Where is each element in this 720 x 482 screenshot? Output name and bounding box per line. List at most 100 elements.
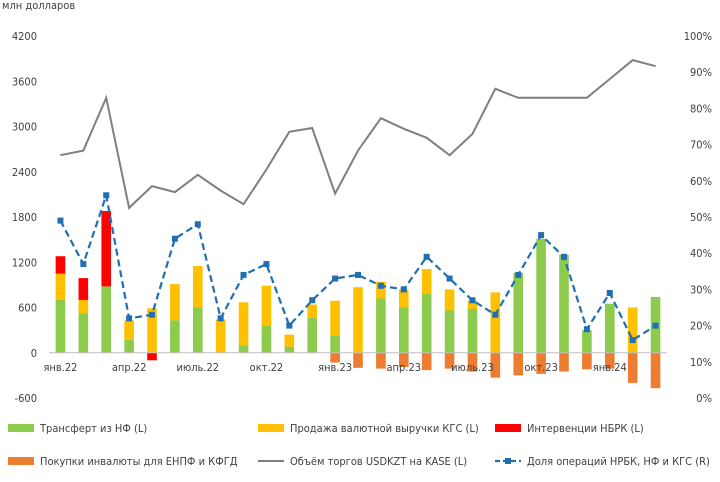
share-marker <box>194 221 201 228</box>
bar-segment <box>124 320 134 340</box>
bar-series-layer <box>55 210 661 389</box>
bar-segment <box>284 346 295 353</box>
bar-segment <box>513 352 524 376</box>
share-marker <box>446 275 453 282</box>
bar-segment <box>124 339 134 353</box>
share-marker <box>80 261 87 268</box>
bar-segment <box>376 281 386 299</box>
share-marker <box>400 286 407 293</box>
bar-segment <box>192 307 203 353</box>
share-marker <box>286 322 293 329</box>
bar-segment <box>307 304 318 319</box>
bar-segment <box>238 302 249 346</box>
share-marker <box>469 297 476 304</box>
share-marker <box>332 275 339 282</box>
y-right-tick-label: 30% <box>690 283 712 296</box>
bar-segment <box>421 352 432 371</box>
x-tick-label: апр.22 <box>112 361 147 374</box>
legend-label: Интервенции НБРК (L) <box>527 422 644 435</box>
bar-segment <box>490 292 501 353</box>
x-tick-label: янв.24 <box>593 361 627 374</box>
bar-segment <box>559 254 569 353</box>
legend-label: Объём торгов USDKZT на KASE (L) <box>290 455 467 468</box>
bar-segment <box>421 293 432 353</box>
bar-segment <box>215 319 226 353</box>
legend-label: Доля операций НРБК, НФ и КГС (R) <box>527 455 710 468</box>
bar-segment <box>284 334 295 347</box>
y-left-tick-label: -600 <box>15 392 37 405</box>
share-marker <box>629 337 636 344</box>
share-marker <box>492 311 499 318</box>
x-tick-label: окт.23 <box>524 361 558 374</box>
bar-segment <box>650 352 661 389</box>
y-left-tick-label: 3600 <box>12 75 37 88</box>
bar-segment <box>170 284 180 321</box>
share-marker <box>309 297 316 304</box>
bar-segment <box>467 309 478 353</box>
bar-segment <box>536 352 546 374</box>
bar-segment <box>78 278 89 300</box>
bar-segment <box>444 352 455 369</box>
bar-segment <box>604 352 615 369</box>
bar-segment <box>261 325 272 353</box>
share-marker <box>538 232 545 239</box>
legend-swatch <box>8 424 34 432</box>
bar-segment <box>536 238 546 353</box>
bar-segment <box>101 210 112 287</box>
bar-segment <box>467 352 478 372</box>
y-right-tick-label: 70% <box>690 139 712 152</box>
bar-segment <box>398 289 409 308</box>
share-marker <box>103 192 110 199</box>
bar-segment <box>330 352 340 363</box>
legend-marker <box>505 458 511 464</box>
bar-segment <box>261 285 272 326</box>
y-left-tick-label: 1800 <box>12 211 37 224</box>
bar-segment <box>78 299 89 314</box>
bar-segment <box>398 352 409 368</box>
share-marker <box>240 271 247 278</box>
y-right-tick-label: 100% <box>684 30 712 43</box>
volume-line <box>60 59 656 210</box>
bar-segment <box>55 299 66 353</box>
bar-segment <box>330 335 340 353</box>
y-right-tick-label: 50% <box>690 211 712 224</box>
x-tick-label: окт.22 <box>250 361 284 374</box>
x-tick-label: янв.22 <box>43 361 77 374</box>
axes-layer: млн долларов -600 0 600 1200 1800 2400 3000 3600… <box>2 0 712 405</box>
y-right-tick-label: 40% <box>690 247 712 260</box>
bar-segment <box>353 352 363 368</box>
bar-segment <box>559 352 569 372</box>
legend-label: Продажа валютной выручки КГС (L) <box>290 422 479 435</box>
bar-segment <box>376 298 386 353</box>
share-marker <box>171 235 178 242</box>
bar-segment <box>490 352 501 378</box>
bar-segment <box>627 307 638 353</box>
legend-swatch <box>495 424 521 432</box>
bar-segment <box>582 330 592 353</box>
bar-segment <box>78 313 89 353</box>
bar-segment <box>376 352 386 369</box>
x-tick-label: июль.23 <box>451 361 494 374</box>
bar-segment <box>307 318 318 353</box>
y-left-axis-title: млн долларов <box>2 0 75 12</box>
y-left-tick-label: 600 <box>18 302 37 315</box>
bar-segment <box>421 269 432 294</box>
y-left-tick-label: 1200 <box>12 256 37 269</box>
bar-segment <box>513 272 524 353</box>
legend-swatch <box>8 457 34 465</box>
y-right-tick-label: 60% <box>690 175 712 188</box>
share-marker <box>423 253 430 260</box>
bar-segment <box>444 310 455 353</box>
share-marker <box>652 322 659 329</box>
share-marker <box>561 253 567 260</box>
x-tick-label: апр.23 <box>386 361 421 374</box>
bar-segment <box>147 352 157 361</box>
share-marker <box>263 261 270 268</box>
bar-segment <box>330 300 340 336</box>
legend: Трансферт из НФ (L) Продажа валютной выру… <box>8 422 710 468</box>
bar-segment <box>55 256 66 274</box>
share-marker <box>606 290 613 297</box>
share-marker <box>57 217 64 224</box>
y-left-tick-label: 0 <box>31 347 37 360</box>
share-marker <box>126 315 133 322</box>
